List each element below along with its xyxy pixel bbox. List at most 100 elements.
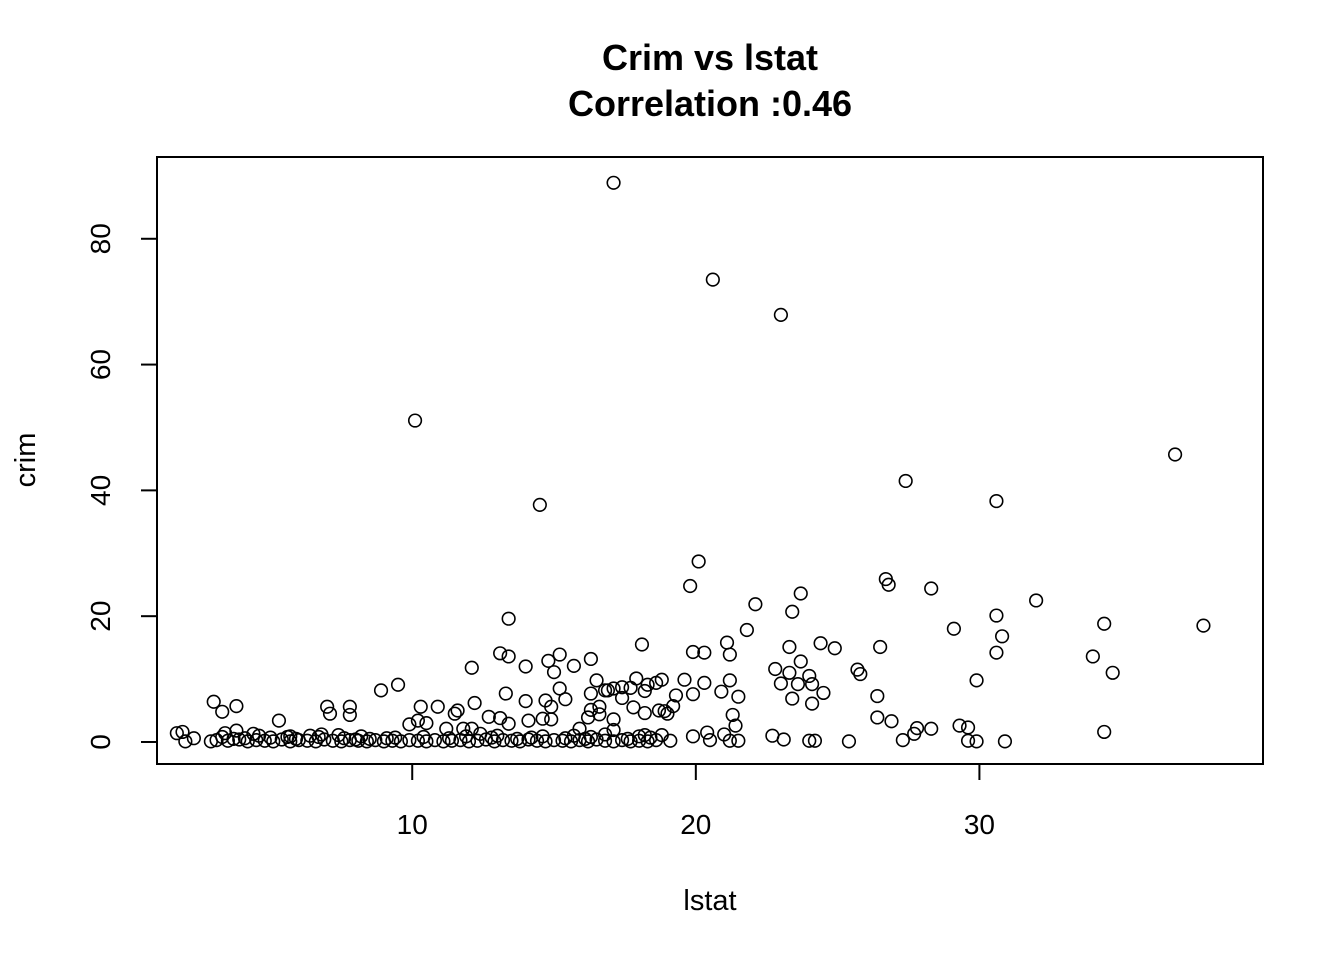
data-point <box>731 689 746 704</box>
data-point <box>722 673 737 688</box>
x-tick-label: 30 <box>964 809 995 840</box>
data-point <box>249 732 264 748</box>
data-point <box>546 665 562 680</box>
data-point <box>637 705 652 721</box>
data-point <box>614 690 630 706</box>
data-point <box>997 734 1013 749</box>
y-axis-label: crim <box>10 433 42 488</box>
data-point <box>498 686 513 701</box>
data-points <box>169 175 1211 749</box>
data-point <box>430 699 445 714</box>
data-point <box>697 645 712 660</box>
data-point <box>841 734 857 749</box>
data-point <box>410 713 426 728</box>
data-point <box>1097 616 1112 631</box>
data-point <box>337 731 352 746</box>
data-point <box>946 621 961 636</box>
data-point <box>850 662 865 677</box>
data-point <box>552 647 567 662</box>
data-point <box>785 691 800 706</box>
data-point <box>413 699 428 714</box>
data-point <box>342 732 357 748</box>
data-point <box>685 687 701 702</box>
data-point <box>1196 618 1211 633</box>
data-point <box>541 653 556 668</box>
data-point <box>728 718 743 733</box>
data-point <box>266 734 281 749</box>
data-point <box>459 729 474 744</box>
data-point <box>580 710 596 725</box>
data-point <box>493 646 508 661</box>
data-point <box>450 703 465 718</box>
data-point <box>739 622 754 638</box>
data-point <box>722 733 737 748</box>
data-point <box>566 658 581 673</box>
data-point <box>416 729 431 745</box>
data-point <box>388 730 403 745</box>
data-point <box>697 675 712 690</box>
data-point <box>802 733 817 748</box>
data-point <box>555 733 570 748</box>
data-point <box>237 731 253 746</box>
data-point <box>651 703 667 718</box>
data-point <box>884 714 899 729</box>
data-point <box>589 673 604 688</box>
data-point <box>501 611 516 626</box>
data-point <box>303 728 318 743</box>
data-point <box>700 725 715 740</box>
data-point <box>804 696 820 711</box>
data-point <box>623 734 638 749</box>
data-point <box>535 711 550 726</box>
data-point <box>881 577 896 592</box>
x-tick-label: 20 <box>680 809 711 840</box>
data-point <box>629 671 644 686</box>
data-point <box>583 651 598 667</box>
data-point <box>614 732 630 748</box>
data-point <box>626 700 641 715</box>
data-point <box>768 661 783 677</box>
data-point <box>578 731 593 746</box>
data-point <box>271 713 287 728</box>
data-point <box>419 716 434 731</box>
data-point <box>504 733 519 748</box>
x-tick-label: 10 <box>397 809 428 840</box>
data-point <box>989 645 1004 660</box>
data-point <box>215 704 230 719</box>
data-point <box>390 677 406 692</box>
data-point <box>870 710 885 725</box>
data-point <box>580 734 596 749</box>
data-point <box>722 647 737 662</box>
data-point <box>597 733 613 748</box>
data-point <box>263 730 278 745</box>
data-point <box>288 731 304 746</box>
data-point <box>969 734 984 749</box>
data-point <box>870 688 885 704</box>
data-point <box>583 702 598 718</box>
data-point <box>447 706 462 721</box>
data-point <box>660 706 675 721</box>
data-point <box>989 493 1004 509</box>
x-axis-label: lstat <box>683 885 736 917</box>
data-point <box>793 654 808 669</box>
data-point <box>632 729 647 744</box>
data-point <box>521 713 536 728</box>
data-point <box>1167 447 1183 462</box>
data-point <box>691 554 706 569</box>
data-point <box>490 728 505 743</box>
data-point <box>606 175 621 190</box>
data-point <box>518 693 533 709</box>
data-point <box>280 729 295 745</box>
data-point <box>898 473 913 489</box>
data-point <box>657 704 672 719</box>
y-tick-label: 80 <box>85 223 116 254</box>
data-point <box>907 726 922 741</box>
data-point <box>1105 665 1120 680</box>
data-point <box>175 724 190 740</box>
data-point <box>683 578 698 594</box>
data-point <box>785 604 800 619</box>
data-point <box>334 734 349 749</box>
data-point <box>359 734 374 749</box>
data-point <box>606 734 621 749</box>
data-point <box>311 729 326 745</box>
